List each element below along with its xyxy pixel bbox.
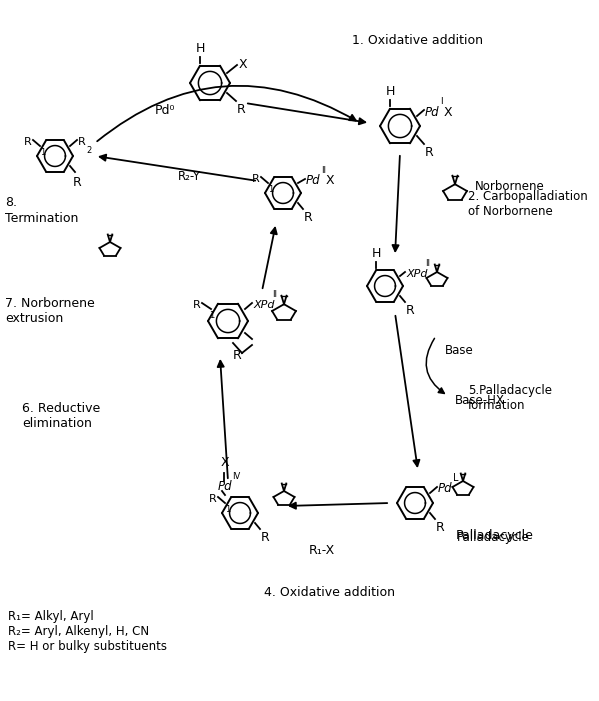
Text: Pd: Pd (438, 482, 453, 496)
Text: Pd: Pd (306, 175, 320, 187)
Text: 1: 1 (209, 311, 214, 320)
Text: 1: 1 (40, 148, 46, 157)
Text: 4. Oxidative addition: 4. Oxidative addition (265, 587, 395, 599)
Text: R₂-Y: R₂-Y (178, 170, 201, 184)
Text: XPd: XPd (253, 300, 274, 310)
Text: R: R (436, 521, 444, 534)
Text: IV: IV (232, 472, 240, 481)
Text: 1. Oxidative addition: 1. Oxidative addition (352, 34, 483, 48)
Text: R: R (237, 103, 246, 116)
Text: 1: 1 (268, 185, 273, 194)
Text: II: II (321, 166, 326, 175)
Text: 1: 1 (225, 505, 230, 514)
Text: R: R (425, 146, 434, 159)
Text: R: R (406, 304, 415, 317)
Text: R: R (209, 494, 217, 504)
Text: L: L (453, 473, 458, 483)
Text: Pd⁰: Pd⁰ (155, 104, 176, 118)
Text: R: R (252, 174, 260, 184)
Text: R: R (233, 349, 242, 362)
Text: R: R (24, 137, 32, 147)
Text: Base-HX: Base-HX (455, 395, 505, 407)
Text: Base: Base (445, 344, 474, 358)
Text: X: X (444, 105, 453, 118)
Text: Pd: Pd (425, 105, 440, 118)
Text: Pd: Pd (218, 480, 232, 494)
Text: II: II (272, 290, 277, 299)
Text: Palladacycle: Palladacycle (457, 531, 530, 544)
Text: H: H (385, 85, 395, 98)
Text: 6. Reductive
elimination: 6. Reductive elimination (22, 402, 100, 430)
Text: 8.: 8. (5, 196, 17, 210)
Text: R= H or bulky substituents: R= H or bulky substituents (8, 640, 167, 653)
Text: X: X (326, 175, 335, 187)
Text: Termination: Termination (5, 212, 78, 224)
Text: H: H (195, 42, 205, 55)
Text: X: X (239, 58, 247, 72)
Text: R: R (304, 211, 313, 224)
Text: X: X (220, 456, 229, 469)
Text: R₁= Alkyl, Aryl: R₁= Alkyl, Aryl (8, 610, 94, 623)
Text: R: R (261, 531, 270, 544)
Text: I: I (440, 97, 443, 106)
Text: Palladacycle: Palladacycle (456, 529, 534, 543)
Text: R: R (78, 137, 86, 147)
Text: XPd: XPd (406, 269, 428, 279)
Text: II: II (425, 259, 430, 268)
Text: 5.Palladacycle
formation: 5.Palladacycle formation (468, 384, 552, 412)
Text: H: H (371, 247, 381, 260)
Text: 2: 2 (86, 146, 91, 155)
Text: R: R (73, 176, 81, 189)
Text: R₂= Aryl, Alkenyl, H, CN: R₂= Aryl, Alkenyl, H, CN (8, 625, 149, 638)
Text: R: R (193, 300, 201, 310)
Text: 2. Carbopalladiation
of Norbornene: 2. Carbopalladiation of Norbornene (468, 190, 588, 218)
Text: Norbornene: Norbornene (475, 179, 544, 193)
Text: R₁-X: R₁-X (309, 545, 335, 557)
Text: 7. Norbornene
extrusion: 7. Norbornene extrusion (5, 297, 95, 325)
